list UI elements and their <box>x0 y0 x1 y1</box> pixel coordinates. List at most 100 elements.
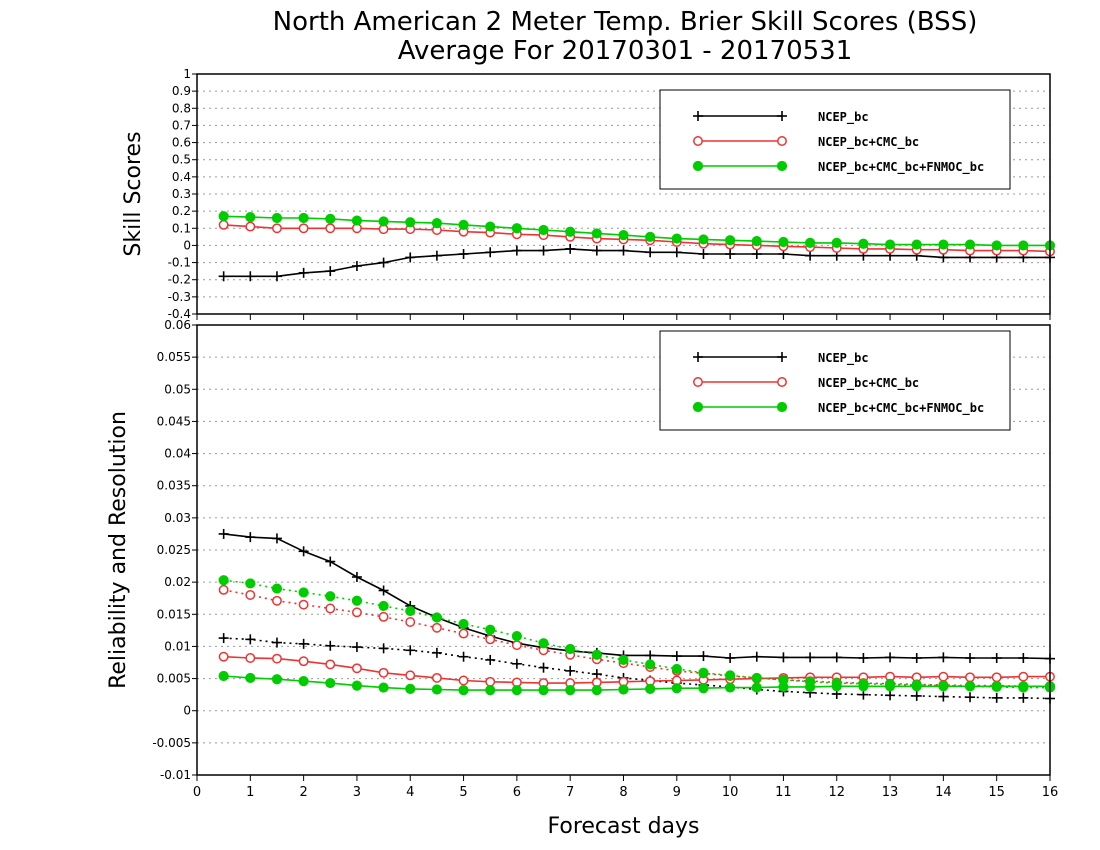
data-point <box>645 659 656 670</box>
data-point <box>218 271 229 282</box>
data-point <box>991 240 1002 251</box>
y-tick-label: -0.2 <box>168 273 191 287</box>
data-point <box>298 599 309 610</box>
data-point <box>538 662 549 673</box>
y-tick-label: 0.035 <box>157 479 191 493</box>
data-point <box>911 679 922 691</box>
data-point <box>245 672 256 684</box>
data-point <box>911 690 922 701</box>
data-point <box>378 682 389 693</box>
legend-marker <box>776 401 788 413</box>
data-point <box>271 212 283 224</box>
data-point <box>378 216 389 227</box>
data-point <box>565 665 576 676</box>
legend-marker <box>693 136 703 146</box>
data-point <box>885 690 896 701</box>
data-point <box>405 252 416 263</box>
data-point <box>778 236 789 248</box>
chart-title: North American 2 Meter Temp. Brier Skill… <box>273 7 978 37</box>
data-point <box>245 212 256 223</box>
data-point <box>725 249 736 259</box>
data-point <box>378 257 389 268</box>
plot-frame <box>196 73 1051 315</box>
y-tick-label: 0.01 <box>164 639 191 653</box>
data-point <box>725 653 736 663</box>
data-point <box>591 228 602 239</box>
data-point <box>964 239 976 250</box>
data-point <box>911 653 922 663</box>
data-point <box>431 612 443 623</box>
series-line-NCEP_bc+CMC_bc <box>223 224 1051 253</box>
data-point <box>671 683 682 694</box>
data-point <box>858 653 869 663</box>
x-tick-label: 1 <box>246 785 254 800</box>
data-point <box>671 247 682 258</box>
data-point <box>751 682 762 693</box>
data-point <box>325 677 336 689</box>
data-point <box>538 245 549 256</box>
legend-box <box>659 89 1011 190</box>
y-tick-label: 0.005 <box>157 672 191 686</box>
y-tick-label: 0.3 <box>172 187 191 201</box>
x-tick-label: 7 <box>566 785 574 800</box>
data-point <box>698 249 709 259</box>
legend: NCEP_bc NCEP_bc+CMC_bc NCEP_bc+CMC_bc+FNMO… <box>659 330 1011 431</box>
data-point <box>565 685 576 696</box>
data-point <box>458 219 469 230</box>
data-point <box>831 677 842 689</box>
data-point <box>458 651 469 662</box>
data-point <box>458 249 469 259</box>
data-point <box>485 247 496 258</box>
x-tick-label: 14 <box>935 785 952 800</box>
data-point <box>938 671 949 682</box>
data-point <box>991 672 1002 683</box>
data-point <box>351 215 363 226</box>
data-point <box>725 235 736 246</box>
data-point <box>351 572 362 582</box>
data-point <box>938 652 949 663</box>
data-point <box>218 633 229 644</box>
data-point <box>751 236 762 247</box>
data-point <box>298 223 309 234</box>
y-tick-label: 0.5 <box>172 153 191 167</box>
y-tick-label: 0.015 <box>157 607 191 621</box>
data-point <box>591 245 602 256</box>
y-tick-label: 0.02 <box>164 575 191 589</box>
data-point <box>245 271 256 282</box>
data-point <box>271 637 282 648</box>
data-point <box>591 649 602 660</box>
legend-marker <box>776 160 788 172</box>
data-point <box>511 685 522 696</box>
data-point <box>325 213 336 224</box>
data-point <box>618 654 629 666</box>
data-point <box>485 676 496 687</box>
data-point <box>378 600 389 612</box>
data-point <box>565 226 576 237</box>
data-point <box>325 591 336 602</box>
x-tick-label: 9 <box>673 785 681 800</box>
data-point <box>618 684 629 695</box>
data-point <box>271 533 282 544</box>
data-point <box>458 618 469 630</box>
data-point <box>272 653 282 664</box>
data-point <box>325 640 336 651</box>
plot-frame <box>196 324 1051 776</box>
data-point <box>645 247 656 258</box>
data-point <box>511 245 522 256</box>
data-point <box>351 261 362 271</box>
data-point <box>245 653 256 663</box>
data-point <box>645 650 656 661</box>
legend-label: NCEP_bc+CMC_bc+FNMOC_bc <box>818 401 984 416</box>
data-point <box>431 647 442 658</box>
data-point <box>298 546 309 557</box>
x-tick-label: 11 <box>775 785 792 800</box>
data-point <box>938 680 949 691</box>
x-tick-label: 10 <box>722 785 739 800</box>
data-point <box>698 234 709 245</box>
data-point <box>804 676 816 687</box>
y-tick-label: 0.06 <box>164 318 191 332</box>
data-point <box>218 575 229 586</box>
data-point <box>405 683 416 694</box>
y-tick-label: 0.6 <box>172 136 191 150</box>
data-point <box>272 595 282 606</box>
